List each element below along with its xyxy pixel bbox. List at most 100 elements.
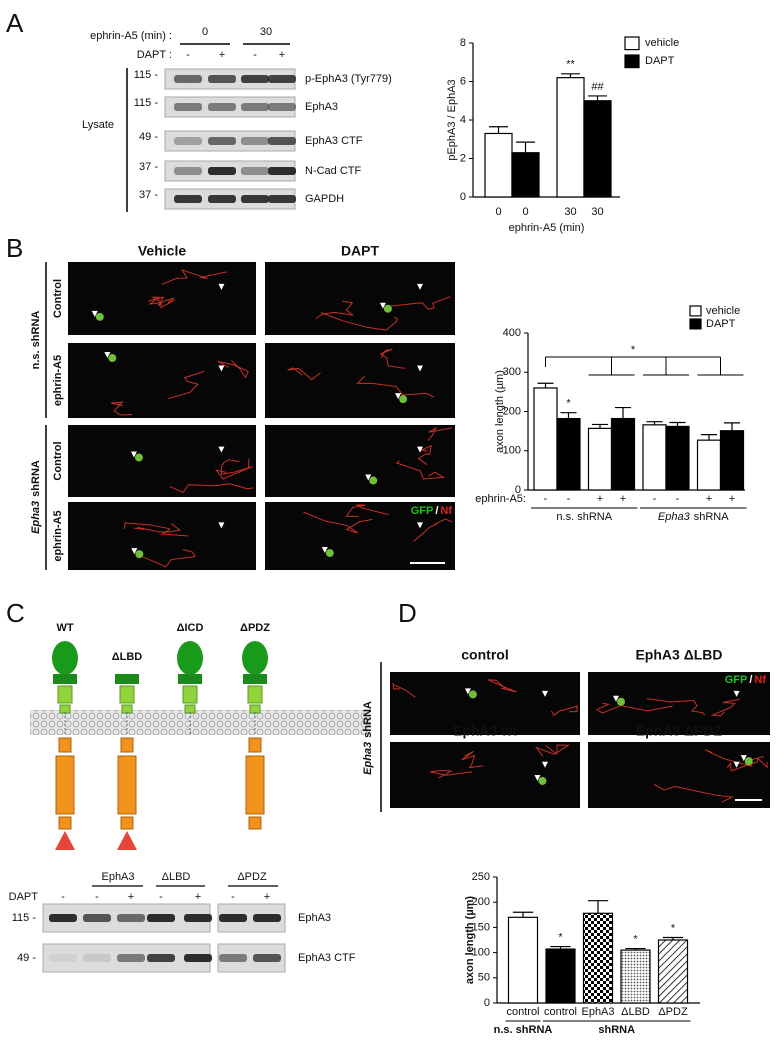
blot-band (184, 954, 212, 962)
arrowhead (104, 352, 111, 359)
x-axis-label: ephrin-A5 (min) (509, 222, 585, 234)
blot-band (241, 167, 269, 175)
bar (587, 427, 613, 491)
blot-band (208, 75, 236, 83)
group-label: n.s. shRNA (494, 1024, 553, 1036)
neurite (653, 783, 734, 803)
band-label: GAPDH (305, 193, 344, 205)
panel-letter: D (398, 598, 417, 628)
arrowhead (542, 690, 548, 697)
micrograph (588, 742, 770, 808)
neurite (488, 679, 517, 693)
column-title: DAPT (341, 243, 380, 259)
construct-label: WT (56, 622, 73, 634)
neurite (345, 504, 390, 517)
blot-band (241, 195, 269, 203)
row-label: Control (52, 441, 64, 480)
significance-mark: * (633, 933, 638, 945)
image-title: EphA3 wt (453, 723, 517, 739)
column-title: Vehicle (138, 243, 186, 259)
y-tick-label: 6 (460, 75, 466, 87)
arrowhead (740, 755, 747, 762)
significance-mark: * (631, 344, 636, 356)
cell-body (108, 354, 117, 363)
cell-body (325, 549, 334, 558)
x-tick-label: - (653, 493, 657, 505)
ligand-binding-domain (177, 641, 203, 675)
label-text: shRNA (694, 511, 730, 523)
band-label: p-EphA3 (Tyr779) (305, 73, 392, 85)
blot-band (147, 954, 175, 962)
row-label: ephrin-A5 (52, 355, 64, 406)
y-axis-label: axon length (µm) (494, 370, 506, 453)
y-tick-label: 0 (484, 997, 490, 1009)
neurite (395, 460, 446, 480)
blot-band (208, 137, 236, 145)
x-tick-label: 0 (522, 206, 528, 218)
neurite (123, 522, 189, 537)
fn-domain (57, 685, 73, 704)
arrowhead (464, 688, 471, 695)
bar (657, 939, 689, 1004)
cys-rich-domain (115, 674, 139, 684)
neurite (141, 548, 196, 568)
panel-letter: C (6, 598, 25, 628)
sam-domain (248, 816, 262, 830)
stain-label: GFP / Nf (411, 505, 453, 517)
blot-band (219, 914, 247, 922)
arrowhead (379, 302, 386, 309)
micrograph (68, 502, 256, 570)
neurite (303, 511, 373, 534)
group-label: shRNA (598, 1024, 635, 1036)
y-tick-label: 2 (460, 152, 466, 164)
blot-band (268, 195, 296, 203)
group-side-label: Epha3 shRNA (30, 460, 42, 534)
label-italic: Epha3 (362, 742, 374, 775)
y-tick-label: 400 (503, 327, 521, 339)
arrowhead (612, 695, 619, 702)
stain-red: Nf (440, 505, 452, 517)
side-label: Epha3 shRNA (362, 701, 374, 775)
pdz-motif (55, 831, 75, 850)
neurite (413, 518, 453, 542)
x-tick-label: ΔPDZ (658, 1006, 688, 1018)
blot-band (241, 103, 269, 111)
panel-letter: B (6, 233, 23, 263)
blot-group-label: EphA3 (101, 871, 134, 883)
x-tick-label: control (544, 1006, 577, 1018)
arrowhead (131, 548, 138, 555)
sam-domain (58, 816, 72, 830)
arrowhead (542, 761, 548, 768)
group-label: n.s. shRNA (556, 511, 612, 523)
blot-band (268, 167, 296, 175)
dapt-sign: + (195, 891, 201, 903)
dapt-sign: - (231, 891, 235, 903)
y-axis-label: axon length (µm) (464, 896, 476, 985)
dapt-sign: - (186, 49, 190, 61)
micrograph (68, 425, 256, 497)
mw-marker: 115 - (134, 69, 159, 81)
ligand-binding-domain (52, 641, 78, 675)
stain-sep: / (435, 505, 438, 517)
blot-band (253, 914, 281, 922)
legend-swatch (689, 305, 702, 317)
blot-band (49, 954, 77, 962)
bar (719, 430, 745, 491)
blot-band (184, 914, 212, 922)
y-tick-label: 8 (460, 37, 466, 49)
arrowhead (321, 547, 328, 554)
arrowhead (733, 761, 740, 768)
y-tick-label: 200 (503, 405, 521, 417)
neurite (220, 459, 254, 475)
neurite (417, 444, 432, 465)
stain-red: Nf (754, 674, 766, 686)
x-tick-label: control (506, 1006, 539, 1018)
x-tick-label: EphA3 (581, 1006, 614, 1018)
neurite (169, 483, 254, 494)
band-label: N-Cad CTF (305, 165, 362, 177)
arrowhead (218, 283, 225, 290)
cys-rich-domain (243, 674, 267, 684)
stain-sep: / (749, 674, 752, 686)
label-text: shRNA (362, 701, 374, 738)
neurite (596, 702, 673, 714)
